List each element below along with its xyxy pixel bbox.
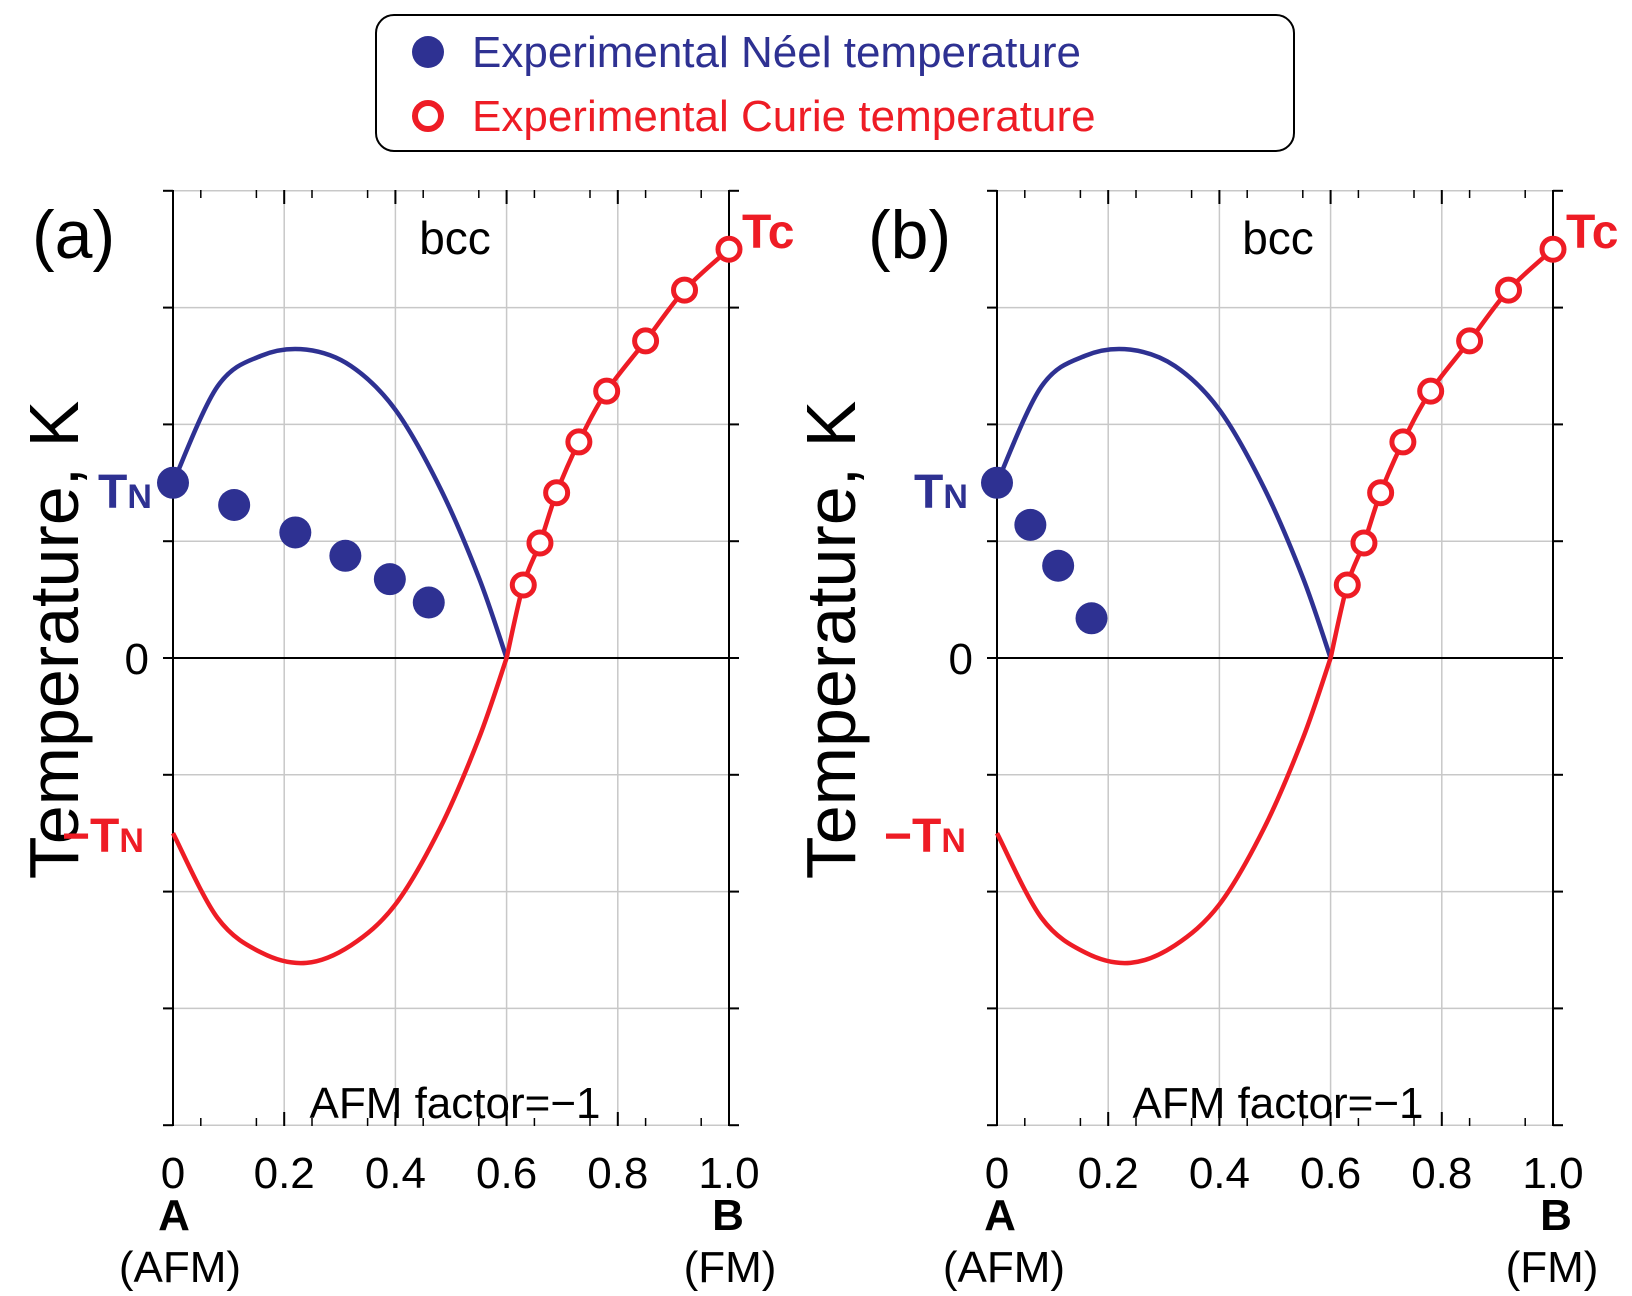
panel-a-curie-point	[543, 479, 571, 507]
panel-a-neel-point	[279, 516, 312, 549]
panel-a-curie-point	[715, 235, 743, 263]
panel-a-axes	[163, 189, 739, 1127]
panel-b-points	[981, 235, 1567, 635]
panel-b-y-tick-label: 0	[949, 635, 973, 684]
panel-a-endpoint-b-sub: (FM)	[684, 1243, 777, 1292]
panel-a-factor-label: AFM factor=−1	[309, 1079, 600, 1128]
panel-a-points	[157, 235, 743, 619]
panel-b-x-tick-label: 0.2	[1078, 1149, 1139, 1198]
panel-a-neel-point	[157, 466, 189, 499]
panel-b: 0 0.2 0.4 0.6 0.8 1.00 (b) bcc AFM factor=−1 …	[792, 189, 1618, 1292]
panel-b-tick-labels: 0 0.2 0.4 0.6 0.8 1.0 0	[949, 635, 1584, 1198]
panel-a-x-tick-label: 0.2	[254, 1149, 315, 1198]
panel-b-curves	[994, 247, 1555, 966]
panel-a-neel-point	[218, 488, 251, 521]
panel-b-curie-point	[1350, 529, 1378, 557]
panel-b-x-tick-label: 0.6	[1300, 1149, 1361, 1198]
panel-a-curve-afm	[170, 346, 509, 659]
panel-a-curie-point	[526, 529, 554, 557]
panel-b-endpoint-a: A	[984, 1191, 1016, 1240]
panel-b-x-tick-label: 0.4	[1189, 1149, 1250, 1198]
panel-b-neg-tn-label: −TN	[884, 810, 966, 863]
panel-b-x-tick-label: 0.8	[1411, 1149, 1472, 1198]
panel-a-curie-point	[509, 571, 537, 599]
panel-a-tn-label: TN	[98, 466, 152, 519]
panel-a-curie-point	[593, 377, 621, 405]
panel-a-tick-labels: 0 0.2 0.4 0.6 0.8 1.0 0	[125, 635, 760, 1198]
panel-b-neel-point	[981, 466, 1013, 499]
panel-b-tn-label: TN	[914, 466, 968, 519]
panel-b-curie-point	[1367, 479, 1395, 507]
panel-a-x-tick-label: 0.6	[476, 1149, 537, 1198]
panel-b-curie-point	[1389, 428, 1417, 456]
legend-marker-neel	[412, 36, 444, 68]
panel-b-neel-point	[1014, 508, 1047, 541]
panel-a-neel-point	[373, 563, 406, 596]
panel-b-x-tick-label: 1.0	[1522, 1149, 1583, 1198]
panel-b-endpoint-a-sub: (AFM)	[943, 1243, 1065, 1292]
panel-a-x-tick-label: 0	[161, 1149, 185, 1198]
legend-label-curie: Experimental Curie temperature	[472, 92, 1096, 141]
panel-b-factor-label: AFM factor=−1	[1132, 1079, 1423, 1128]
panel-b-tc-label: Tc	[1566, 206, 1618, 259]
panel-a-label: (a)	[32, 197, 115, 273]
panel-b-ylabel: Temperature, K	[792, 401, 870, 880]
panel-b-x-tick-label: 0	[985, 1149, 1009, 1198]
legend: Experimental Néel temperature Experiment…	[375, 14, 1295, 152]
panel-a-ylabel: Temperature, K	[15, 401, 93, 880]
panel-a: 0 0.2 0.4 0.6 0.8 1.00 (a) bcc AFM factor=−1 …	[15, 189, 794, 1292]
panel-a-curie-point	[565, 428, 593, 456]
panel-b-curie-point	[1417, 377, 1445, 405]
panel-a-curie-point	[671, 276, 699, 304]
panel-a-x-tick-label: 0.4	[365, 1149, 426, 1198]
panel-b-endpoint-b-sub: (FM)	[1506, 1243, 1599, 1292]
panel-a-tc-label: Tc	[742, 206, 794, 259]
panel-b-curve-afm	[994, 346, 1333, 659]
panel-a-endpoint-a-sub: (AFM)	[119, 1243, 241, 1292]
panel-b-neel-point	[1075, 602, 1108, 635]
panel-a-y-tick-label: 0	[125, 635, 149, 684]
panel-b-curie-point	[1539, 235, 1567, 263]
panel-a-neel-point	[412, 586, 445, 619]
panel-b-axes	[987, 189, 1563, 1127]
panel-b-structure-label: bcc	[1242, 212, 1314, 264]
panel-b-label: (b)	[868, 197, 951, 273]
panel-a-endpoint-a: A	[158, 1191, 190, 1240]
legend-marker-curie	[412, 100, 444, 132]
panel-b-curve-negative	[995, 657, 1333, 966]
panel-a-curve-negative	[171, 657, 509, 966]
panel-a-x-tick-label: 0.8	[587, 1149, 648, 1198]
panel-b-curie-point	[1495, 276, 1523, 304]
panel-a-x-tick-label: 1.0	[698, 1149, 759, 1198]
panel-b-neel-point	[1042, 549, 1075, 582]
panel-a-neg-tn-label: −TN	[62, 810, 144, 863]
panel-b-curie-point	[1333, 571, 1361, 599]
panel-b-endpoint-b: B	[1540, 1191, 1572, 1240]
panel-b-curie-point	[1456, 327, 1484, 355]
legend-label-neel: Experimental Néel temperature	[472, 28, 1081, 77]
legend-frame	[375, 14, 1295, 152]
panel-a-structure-label: bcc	[419, 212, 491, 264]
panel-a-endpoint-b: B	[712, 1191, 744, 1240]
panel-a-curves	[170, 247, 731, 966]
panel-a-curie-point	[632, 327, 660, 355]
panel-a-neel-point	[329, 539, 362, 572]
